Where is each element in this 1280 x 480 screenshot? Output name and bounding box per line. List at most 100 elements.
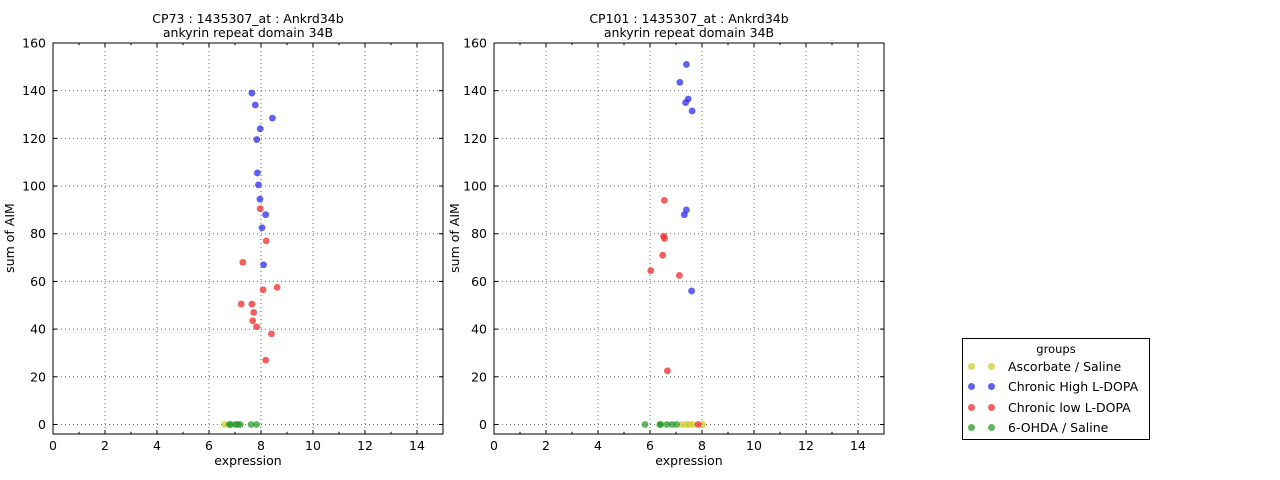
data-point-chronic-low-l-dopa [647, 267, 655, 275]
data-point-chronic-high-l-dopa [680, 211, 688, 219]
data-point-chronic-low-l-dopa [664, 367, 671, 375]
y-tick-label: 160 [463, 36, 487, 51]
legend-item-label: Chronic low L-DOPA [1008, 399, 1131, 415]
data-point-chronic-low-l-dopa [262, 356, 270, 364]
data-point-chronic-high-l-dopa [688, 107, 696, 115]
6-ohda-saline-marker-icon [988, 424, 995, 432]
y-tick-label: 80 [471, 226, 487, 241]
plot-title-line2: ankyrin repeat domain 34B [163, 25, 333, 40]
y-tick-label: 0 [479, 417, 487, 432]
x-tick-label: 10 [746, 438, 762, 453]
data-point-chronic-low-l-dopa [249, 317, 257, 325]
data-point-chronic-low-l-dopa [248, 300, 256, 308]
data-point-chronic-low-l-dopa [262, 237, 270, 245]
x-tick-label: 12 [798, 438, 814, 453]
x-tick-label: 6 [646, 438, 654, 453]
y-tick-label: 60 [471, 274, 487, 289]
ascorbate-saline-marker-icon [968, 362, 975, 370]
data-point-6-ohda-saline [227, 421, 235, 428]
points [221, 89, 281, 428]
x-tick-label: 10 [305, 438, 321, 453]
data-point-chronic-low-l-dopa [256, 205, 264, 213]
data-point-6-ohda-saline [663, 421, 671, 428]
chronic-low-l-dopa-marker-icon [988, 403, 995, 411]
y-tick-label: 120 [463, 131, 487, 146]
x-tick-label: 2 [542, 438, 550, 453]
data-point-6-ohda-saline [641, 421, 649, 428]
data-point-chronic-high-l-dopa [683, 61, 690, 68]
data-point-chronic-low-l-dopa [659, 251, 667, 259]
data-point-6-ohda-saline [657, 421, 665, 428]
grid [53, 43, 443, 434]
data-point-chronic-high-l-dopa [256, 125, 264, 133]
data-point-chronic-low-l-dopa [237, 300, 245, 308]
plot-title-line1: CP101 : 1435307_at : Ankrd34b [589, 11, 788, 26]
chronic-high-l-dopa-marker-icon [968, 383, 975, 391]
points [641, 61, 706, 428]
data-point-ascorbate-saline [221, 421, 229, 428]
data-point-chronic-low-l-dopa [273, 283, 281, 291]
y-axis-label: sum of AIM [447, 203, 462, 273]
data-point-chronic-low-l-dopa [660, 196, 668, 204]
x-axis-label: expression [214, 453, 281, 468]
data-point-chronic-high-l-dopa [248, 89, 256, 97]
legend-rows: Ascorbate / Saline Chronic High L-DOPA Chr… [963, 356, 1149, 438]
legend-title: groups [1036, 342, 1076, 356]
data-point-chronic-high-l-dopa [253, 169, 261, 177]
data-point-ascorbate-saline [678, 421, 686, 428]
data-point-chronic-high-l-dopa [676, 78, 684, 86]
y-tick-label: 40 [471, 322, 487, 337]
ticks [493, 42, 884, 434]
legend: groups Ascorbate / Saline Chronic High L-… [962, 338, 1150, 440]
x-tick-label: 0 [490, 438, 498, 453]
x-tick-label: 0 [49, 438, 57, 453]
legend-item-label: Ascorbate / Saline [1008, 358, 1122, 374]
data-point-chronic-low-l-dopa [694, 421, 702, 428]
legend-item-6-ohda-saline: 6-OHDA / Saline [963, 418, 1149, 439]
data-point-chronic-low-l-dopa [239, 258, 247, 266]
data-point-chronic-low-l-dopa [675, 272, 683, 279]
data-point-chronic-high-l-dopa [682, 99, 690, 107]
x-tick-label: 14 [850, 438, 866, 453]
x-tick-label: 12 [357, 438, 373, 453]
y-axis-label: sum of AIM [2, 203, 17, 273]
y-tick-label: 140 [22, 83, 46, 98]
data-point-chronic-low-l-dopa [268, 330, 275, 338]
data-point-chronic-high-l-dopa [253, 136, 261, 143]
grid [494, 43, 884, 434]
data-point-6-ohda-saline [253, 421, 260, 428]
plot-frame [52, 42, 444, 435]
legend-item-ascorbate-saline: Ascorbate / Saline [963, 356, 1149, 377]
y-tick-label: 80 [30, 226, 46, 241]
data-point-chronic-low-l-dopa [259, 286, 267, 294]
data-point-chronic-low-l-dopa [661, 235, 668, 242]
y-tick-label: 0 [38, 417, 46, 432]
y-tick-label: 60 [30, 274, 46, 289]
data-point-chronic-high-l-dopa [258, 224, 266, 232]
y-tick-label: 100 [22, 179, 46, 194]
legend-item-label: 6-OHDA / Saline [1008, 420, 1109, 436]
y-tick-label: 140 [463, 83, 487, 98]
y-tick-label: 100 [463, 179, 487, 194]
6-ohda-saline-marker-icon [968, 424, 975, 432]
plot-title-line2: ankyrin repeat domain 34B [604, 25, 774, 40]
x-tick-label: 14 [409, 438, 425, 453]
plot-title-line1: CP73 : 1435307_at : Ankrd34b [152, 11, 343, 26]
data-point-6-ohda-saline [236, 421, 244, 428]
data-point-chronic-high-l-dopa [262, 211, 270, 219]
x-tick-label: 6 [205, 438, 213, 453]
x-axis-label: expression [655, 453, 722, 468]
data-point-ascorbate-saline [689, 421, 697, 428]
y-tick-label: 160 [22, 36, 46, 51]
data-point-chronic-high-l-dopa [260, 261, 267, 269]
ticks [52, 42, 443, 434]
y-tick-label: 120 [22, 131, 46, 146]
legend-item-chronic-high-l-dopa: Chronic High L-DOPA [963, 377, 1149, 398]
data-point-6-ohda-saline [673, 421, 680, 428]
data-point-6-ohda-saline [247, 421, 255, 428]
